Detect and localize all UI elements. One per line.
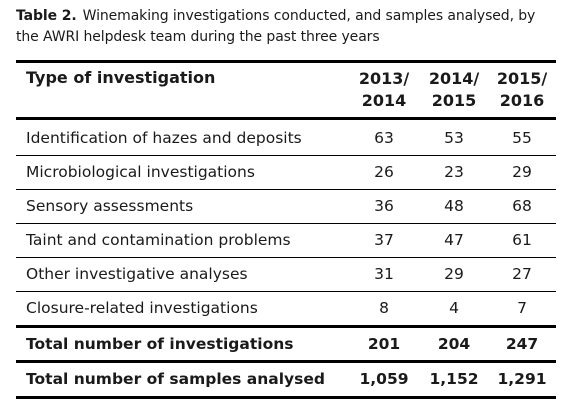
row-value: 36 <box>374 197 394 215</box>
row-value: 53 <box>444 129 464 147</box>
table-row: Other investigative analyses 31 29 27 <box>16 257 556 291</box>
header-year-2-line2: 2015 <box>431 91 477 110</box>
row-value: 63 <box>374 129 394 147</box>
header-bottom-rule <box>16 117 556 120</box>
header-year-1-line2: 2014 <box>361 91 407 110</box>
header-year-1: 2013/ 2014 <box>354 68 414 112</box>
row-value: 4 <box>449 299 459 317</box>
row-value: 68 <box>512 197 532 215</box>
row-divider <box>16 189 556 190</box>
table-row: Sensory assessments 36 48 68 <box>16 189 556 223</box>
table-top-rule <box>16 60 556 63</box>
row-name: Other investigative analyses <box>26 265 248 283</box>
row-value: 23 <box>444 163 464 181</box>
totals-value: 204 <box>437 335 471 353</box>
table-row: Closure-related investigations 8 4 7 <box>16 291 556 325</box>
row-value: 27 <box>512 265 532 283</box>
table-row: Identification of hazes and deposits 63 … <box>16 121 556 155</box>
totals-value: 1,059 <box>359 370 409 388</box>
totals-value: 201 <box>367 335 401 353</box>
row-value: 47 <box>444 231 464 249</box>
row-value: 55 <box>512 129 532 147</box>
row-name: Sensory assessments <box>26 197 194 215</box>
row-value: 8 <box>379 299 389 317</box>
header-year-3: 2015/ 2016 <box>492 68 552 112</box>
row-value: 37 <box>374 231 394 249</box>
row-value: 61 <box>512 231 532 249</box>
row-name: Identification of hazes and deposits <box>26 129 302 147</box>
table-bottom-rule <box>16 396 556 399</box>
row-divider <box>16 257 556 258</box>
row-value: 29 <box>444 265 464 283</box>
row-value: 29 <box>512 163 532 181</box>
header-year-2: 2014/ 2015 <box>424 68 484 112</box>
header-year-3-line1: 2015/ <box>496 69 548 88</box>
table-caption: Table 2. Winemaking investigations conduc… <box>16 6 561 48</box>
row-value: 7 <box>517 299 527 317</box>
row-name: Microbiological investigations <box>26 163 255 181</box>
row-divider <box>16 155 556 156</box>
header-year-1-line1: 2013/ <box>358 69 410 88</box>
table-row: Taint and contamination problems 37 47 6… <box>16 223 556 257</box>
totals-divider-rule <box>16 360 556 363</box>
table-caption-label: Table 2. <box>16 8 77 24</box>
table-caption-text: Winemaking investigations conducted, and… <box>16 8 536 45</box>
row-divider <box>16 291 556 292</box>
header-year-3-line2: 2016 <box>499 91 545 110</box>
header-type-label: Type of investigation <box>26 68 216 87</box>
row-value: 31 <box>374 265 394 283</box>
totals-value: 1,152 <box>429 370 479 388</box>
table-row: Microbiological investigations 26 23 29 <box>16 155 556 189</box>
row-divider <box>16 223 556 224</box>
row-name: Closure-related investigations <box>26 299 258 317</box>
totals-row: Total number of samples analysed 1,059 1… <box>16 362 556 396</box>
totals-name: Total number of investigations <box>26 335 294 353</box>
table-header: Type of investigation 2013/ 2014 2014/ 2… <box>16 63 556 115</box>
header-year-2-line1: 2014/ <box>428 69 480 88</box>
totals-name: Total number of samples analysed <box>26 370 325 388</box>
row-value: 26 <box>374 163 394 181</box>
totals-value: 1,291 <box>497 370 547 388</box>
totals-value: 247 <box>505 335 539 353</box>
totals-row: Total number of investigations 201 204 2… <box>16 327 556 361</box>
totals-top-rule <box>16 325 556 328</box>
row-name: Taint and contamination problems <box>26 231 291 249</box>
row-value: 48 <box>444 197 464 215</box>
